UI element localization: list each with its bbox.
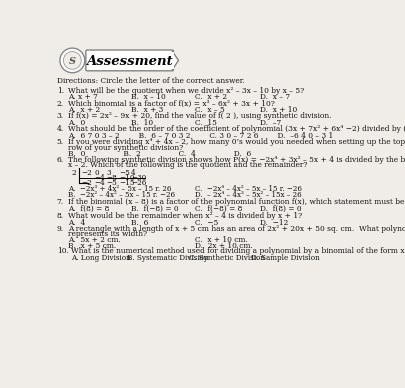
Text: −8: −8 [107, 174, 117, 182]
Text: What is the numerical method used for dividing a polynomial by a binomial of the: What is the numerical method used for di… [71, 247, 405, 255]
Text: −2: −2 [82, 178, 92, 187]
Text: 10.: 10. [57, 247, 69, 255]
FancyBboxPatch shape [169, 52, 174, 69]
Text: 7.: 7. [57, 198, 64, 206]
Text: 4: 4 [131, 168, 136, 177]
Text: B.  x + 3: B. x + 3 [131, 106, 164, 114]
Text: −10: −10 [119, 174, 134, 182]
Text: D.  −12: D. −12 [260, 219, 288, 227]
Text: What should be the order of the coefficient of polynomial (3x + 7x² + 6x⁴ −2) di: What should be the order of the coeffici… [68, 125, 405, 133]
Text: D. Sample Division: D. Sample Division [251, 254, 319, 262]
Circle shape [60, 48, 85, 73]
Text: Assessment: Assessment [86, 55, 173, 68]
Text: A.  0: A. 0 [68, 119, 85, 127]
Text: 5.: 5. [57, 139, 64, 146]
Text: The following synthetic division shows how P(x) = −2x⁴ + 3x² – 5x + 4 is divided: The following synthetic division shows h… [68, 156, 405, 164]
Text: 3: 3 [107, 168, 111, 177]
Text: Which binomial is a factor of f(x) = x³ – 6x² + 3x + 10?: Which binomial is a factor of f(x) = x³ … [68, 100, 275, 107]
Text: row of your synthetic division?: row of your synthetic division? [68, 144, 183, 152]
Text: −2: −2 [82, 168, 92, 177]
Text: D.  x – 7: D. x – 7 [260, 94, 290, 101]
Text: −5: −5 [119, 168, 130, 177]
Text: −4: −4 [94, 174, 105, 182]
Circle shape [64, 52, 81, 69]
Text: B. Systematic Division: B. Systematic Division [127, 254, 208, 262]
Text: B.  10: B. 10 [131, 119, 153, 127]
Text: A.  5x + 2 cm.: A. 5x + 2 cm. [68, 236, 120, 244]
Text: −5: −5 [107, 178, 117, 187]
Text: x – 2. Which of the following is the quotient and the remainder?: x – 2. Which of the following is the quo… [68, 161, 307, 169]
Text: B.  6: B. 6 [131, 219, 149, 227]
Text: A.  f(8) = 8: A. f(8) = 8 [68, 205, 109, 213]
Text: B.  x – 10: B. x – 10 [131, 94, 166, 101]
Text: D.  f(8) = 0: D. f(8) = 0 [260, 205, 301, 213]
Text: 2.: 2. [57, 100, 64, 107]
Text: 8.: 8. [57, 212, 64, 220]
Text: −15: −15 [119, 178, 134, 187]
Text: C.  x – 5: C. x – 5 [195, 106, 224, 114]
Text: D.  – 2x⁴ – 4x³ – 5x² – 15x – 26: D. – 2x⁴ – 4x³ – 5x² – 15x – 26 [195, 191, 302, 199]
Text: 1.: 1. [57, 87, 64, 95]
Text: What will be the quotient when we divide x² – 3x – 10 by x – 5?: What will be the quotient when we divide… [68, 87, 304, 95]
Text: D.  x + 10: D. x + 10 [260, 106, 297, 114]
Text: C.  x + 10 cm.: C. x + 10 cm. [195, 236, 247, 244]
Text: A.  4: A. 4 [68, 219, 85, 227]
Text: B.  −2x² – 4x² – 5x – 15 r. −26: B. −2x² – 4x² – 5x – 15 r. −26 [68, 191, 175, 199]
Text: D.  –7: D. –7 [260, 119, 281, 127]
Text: If f(x) = 2x² – 9x + 20, find the value of f( 2 ), using synthetic division.: If f(x) = 2x² – 9x + 20, find the value … [68, 113, 331, 120]
Text: represents its width?: represents its width? [68, 230, 147, 238]
Text: If the binomial (x – 8) is a factor of the polynomial function f(x), which state: If the binomial (x – 8) is a factor of t… [68, 198, 405, 206]
Text: A. x + 7: A. x + 7 [68, 94, 98, 101]
Text: A.  −2x³ + 4x² – 5x – 15 r. 26: A. −2x³ + 4x² – 5x – 15 r. 26 [68, 185, 171, 194]
Polygon shape [172, 51, 179, 70]
Text: C.  x + 2: C. x + 2 [195, 94, 227, 101]
Text: 3.: 3. [57, 113, 64, 120]
Text: S: S [69, 57, 76, 66]
Text: C.  f(−8) = 8: C. f(−8) = 8 [195, 205, 242, 213]
Text: B.  f(−8) = 0: B. f(−8) = 0 [131, 205, 179, 213]
Text: 0: 0 [94, 168, 99, 177]
Text: C.  15: C. 15 [195, 119, 217, 127]
Text: −30: −30 [131, 174, 147, 182]
Text: A.  6 7 0 3 – 2        B.  6 – 7 0 3 2        C. 3 0 – 7 2 6        D.  –6 4 0 –: A. 6 7 0 3 – 2 B. 6 – 7 0 3 2 C. 3 0 – 7… [68, 132, 333, 140]
Text: A.  x + 2: A. x + 2 [68, 106, 100, 114]
Text: −4: −4 [94, 178, 105, 187]
Text: A. Long Division: A. Long Division [71, 254, 130, 262]
Text: 6.: 6. [57, 156, 64, 164]
FancyBboxPatch shape [86, 50, 173, 71]
Text: B.  x + 5 cm.: B. x + 5 cm. [68, 241, 116, 249]
Text: D.  2x + 10 cm.: D. 2x + 10 cm. [195, 241, 253, 249]
Text: C.  −2x⁴ – 4x² – 5x – 15 r. −26: C. −2x⁴ – 4x² – 5x – 15 r. −26 [195, 185, 302, 194]
Text: C. Synthetic Division: C. Synthetic Division [189, 254, 264, 262]
Text: −26: −26 [131, 178, 147, 187]
Text: 9.: 9. [57, 225, 64, 233]
Text: C.  −5: C. −5 [195, 219, 218, 227]
Text: What would be the remainder when x² – 4 is divided by x + 1?: What would be the remainder when x² – 4 … [68, 212, 302, 220]
Text: If you were dividing x⁴ + 4x – 2, how many 0’s would you needed when setting up : If you were dividing x⁴ + 4x – 2, how ma… [68, 139, 405, 146]
Text: 2: 2 [72, 169, 76, 177]
Text: A rectangle with a length of x + 5 cm has an area of 2x² + 20x + 50 sq. cm.  Wha: A rectangle with a length of x + 5 cm ha… [68, 225, 405, 233]
Text: 4.: 4. [57, 125, 64, 133]
Text: Directions: Circle the letter of the correct answer.: Directions: Circle the letter of the cor… [57, 77, 245, 85]
Text: B.  0                B.  2                C.  4                D.  6: B. 0 B. 2 C. 4 D. 6 [68, 150, 251, 158]
